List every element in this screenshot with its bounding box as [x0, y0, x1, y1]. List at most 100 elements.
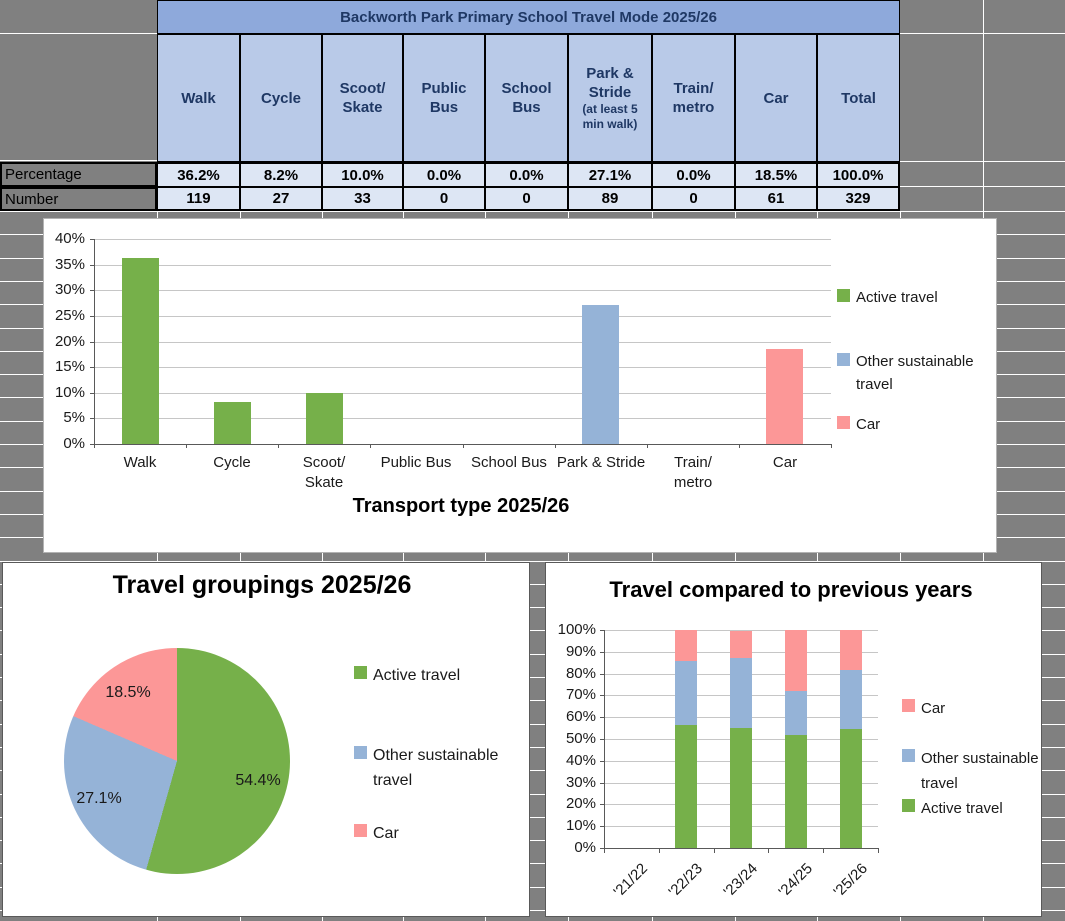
legend-label: Other sustainable travel: [856, 353, 974, 393]
gridline: [0, 561, 1065, 562]
y-axis-tick: [90, 316, 94, 317]
table-cell[interactable]: 0: [485, 187, 568, 211]
column-header-train-[interactable]: Train/ metro: [652, 34, 735, 162]
table-cell[interactable]: 0: [403, 187, 485, 211]
y-axis-label: 80%: [565, 665, 596, 682]
table-cell[interactable]: 10.0%: [322, 162, 403, 187]
x-category-label: Cycle: [213, 454, 251, 471]
table-cell[interactable]: 27: [240, 187, 322, 211]
table-cell[interactable]: 0: [652, 187, 735, 211]
x-axis-tick: [739, 444, 740, 448]
legend-swatch-other: [902, 749, 915, 762]
stack-segment-active: [675, 725, 697, 848]
y-axis-tick: [600, 652, 604, 653]
y-gridline: [94, 290, 831, 291]
x-axis-tick: [604, 848, 605, 853]
legend-label: Car: [856, 416, 881, 433]
table-cell[interactable]: 0.0%: [403, 162, 485, 187]
stack-segment-other: [785, 691, 807, 735]
y-axis-tick: [600, 695, 604, 696]
column-header-label: Car: [763, 89, 789, 107]
x-axis-tick: [659, 848, 660, 853]
x-category-label: Walk: [123, 454, 157, 471]
y-axis-label: 35%: [54, 256, 85, 273]
y-axis-line: [604, 630, 605, 849]
table-cell[interactable]: 89: [568, 187, 652, 211]
y-gridline: [94, 342, 831, 343]
column-header-label: School Bus: [501, 80, 552, 116]
y-gridline: [94, 239, 831, 240]
transport-type-chart[interactable]: 0% 5% 10% 15% 20% 25% 30% 35% 40% Walk Cycle Scoot/…: [43, 218, 997, 553]
y-axis-tick: [600, 848, 604, 849]
column-header-scoot-[interactable]: Scoot/ Skate: [322, 34, 403, 162]
legend-label: Active travel: [856, 289, 938, 306]
y-axis-label: 5%: [63, 409, 85, 426]
legend-label: Car: [921, 700, 946, 717]
stack-segment-active: [840, 729, 862, 848]
x-axis-tick: [823, 848, 824, 853]
table-cell[interactable]: 33: [322, 187, 403, 211]
gridline: [0, 840, 1065, 841]
table-cell[interactable]: 0.0%: [652, 162, 735, 187]
y-axis-line: [94, 239, 95, 445]
column-header-total[interactable]: Total: [817, 34, 900, 162]
column-header-public[interactable]: Public Bus: [403, 34, 485, 162]
y-axis-tick: [600, 783, 604, 784]
x-category-label: Scoot/ Skate: [302, 454, 346, 491]
gridline: [983, 0, 984, 211]
stack-segment-car: [675, 630, 697, 661]
column-header-cycle[interactable]: Cycle: [240, 34, 322, 162]
gridline: [0, 887, 1065, 888]
table-cell[interactable]: 119: [157, 187, 240, 211]
table-cell[interactable]: 36.2%: [157, 162, 240, 187]
column-header-school[interactable]: School Bus: [485, 34, 568, 162]
table-cell[interactable]: 100.0%: [817, 162, 900, 187]
y-gridline: [604, 630, 878, 631]
pie-label-active: 54.4%: [235, 772, 281, 789]
y-axis-tick: [600, 826, 604, 827]
table-cell[interactable]: 0.0%: [485, 162, 568, 187]
y-axis-label: 25%: [54, 307, 85, 324]
bar-scoot-: [306, 393, 343, 444]
table-cell[interactable]: 8.2%: [240, 162, 322, 187]
bar-cycle: [214, 402, 251, 444]
gridline: [0, 700, 1065, 701]
table-title-cell[interactable]: Backworth Park Primary School Travel Mod…: [157, 0, 900, 34]
column-header-car[interactable]: Car: [735, 34, 817, 162]
table-cell[interactable]: 18.5%: [735, 162, 817, 187]
stack-segment-active: [785, 735, 807, 848]
column-header-walk[interactable]: Walk: [157, 34, 240, 162]
legend-swatch-active: [354, 666, 367, 679]
previous-years-chart[interactable]: Travel compared to previous years 0% 10% 2…: [545, 562, 1042, 917]
gridline: [900, 33, 1065, 34]
table-cell[interactable]: 329: [817, 187, 900, 211]
travel-groupings-chart[interactable]: Travel groupings 2025/26 54.4% 27.1% 18.5%…: [2, 562, 530, 917]
column-header-park-[interactable]: Park & Stride (at least 5 min walk): [568, 34, 652, 162]
y-axis-tick: [90, 239, 94, 240]
x-axis-tick: [94, 444, 95, 448]
legend-swatch-active: [837, 289, 850, 302]
y-axis-label: 0%: [574, 839, 596, 856]
x-axis-tick: [647, 444, 648, 448]
stack-segment-car: [730, 631, 752, 658]
legend-swatch-other: [354, 746, 367, 759]
stack-segment-other: [675, 661, 697, 725]
x-axis-tick: [370, 444, 371, 448]
sheet-gridlines-top-right: [900, 0, 1065, 211]
gridline: [900, 161, 1065, 162]
gridline: [0, 747, 1065, 748]
y-axis-label: 20%: [565, 795, 596, 812]
gridline: [0, 770, 1065, 771]
row-label-number[interactable]: Number: [0, 187, 157, 211]
x-category-label: Train/ metro: [673, 454, 713, 491]
table-cell[interactable]: 61: [735, 187, 817, 211]
y-axis-tick: [600, 674, 604, 675]
bar-park-stride: [582, 305, 619, 444]
row-label-percentage[interactable]: Percentage: [0, 162, 157, 187]
stacked-chart-legend: Car Other sustainable travel Active travel: [546, 563, 1041, 916]
table-cell[interactable]: 27.1%: [568, 162, 652, 187]
stacked-chart-plot-area: 0% 10% 20% 30% 40% 50% 60% 70% 80% 90% 100% '21/22 '…: [546, 563, 1041, 916]
column-header-label: Park & Stride: [586, 65, 634, 101]
y-axis-label: 50%: [565, 730, 596, 747]
